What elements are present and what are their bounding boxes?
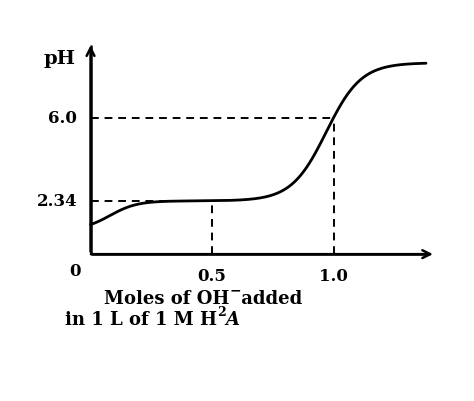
Text: 2.34: 2.34 bbox=[36, 193, 77, 210]
Text: 0: 0 bbox=[69, 263, 81, 279]
Text: −: − bbox=[229, 283, 241, 297]
Text: Moles of OH: Moles of OH bbox=[104, 290, 229, 308]
Text: 2: 2 bbox=[217, 306, 226, 318]
Text: 6.0: 6.0 bbox=[48, 110, 77, 127]
Text: pH: pH bbox=[44, 50, 76, 68]
Text: in 1 L of 1 M H: in 1 L of 1 M H bbox=[65, 310, 217, 328]
Text: added: added bbox=[235, 290, 302, 308]
Text: 0.5: 0.5 bbox=[198, 267, 227, 284]
Text: 1.0: 1.0 bbox=[319, 267, 348, 284]
Text: A: A bbox=[226, 310, 239, 328]
